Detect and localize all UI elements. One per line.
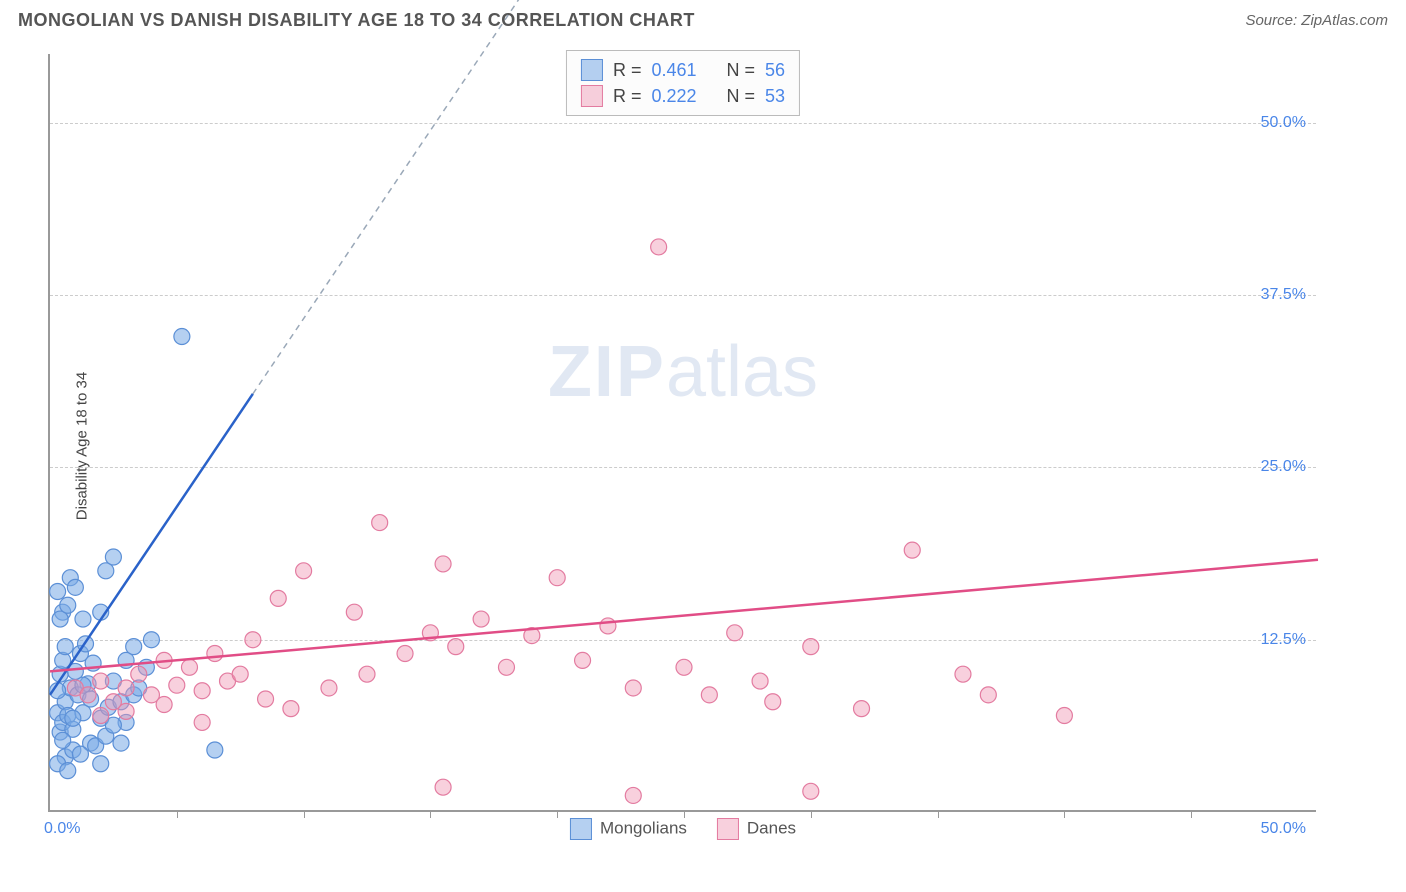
scatter-point bbox=[194, 683, 210, 699]
scatter-point bbox=[65, 710, 81, 726]
scatter-point bbox=[448, 639, 464, 655]
n-label: N = bbox=[727, 60, 756, 81]
scatter-point bbox=[67, 579, 83, 595]
scatter-point bbox=[346, 604, 362, 620]
scatter-point bbox=[575, 652, 591, 668]
n-value: 53 bbox=[765, 86, 785, 107]
series-legend: Mongolians Danes bbox=[570, 818, 796, 840]
scatter-point bbox=[60, 763, 76, 779]
r-value: 0.461 bbox=[651, 60, 696, 81]
scatter-point bbox=[435, 556, 451, 572]
x-tick-minor bbox=[430, 810, 431, 818]
scatter-point bbox=[57, 639, 73, 655]
scatter-point bbox=[473, 611, 489, 627]
r-label: R = bbox=[613, 86, 642, 107]
x-tick-minor bbox=[304, 810, 305, 818]
correlation-legend: R = 0.461 N = 56 R = 0.222 N = 53 bbox=[566, 50, 800, 116]
source-label: Source: ZipAtlas.com bbox=[1245, 12, 1388, 29]
scatter-point bbox=[258, 691, 274, 707]
x-tick-minor bbox=[177, 810, 178, 818]
scatter-point bbox=[1056, 708, 1072, 724]
scatter-point bbox=[93, 708, 109, 724]
r-label: R = bbox=[613, 60, 642, 81]
scatter-point bbox=[727, 625, 743, 641]
scatter-point bbox=[803, 639, 819, 655]
x-tick-minor bbox=[938, 810, 939, 818]
legend-swatch bbox=[570, 818, 592, 840]
scatter-point bbox=[93, 756, 109, 772]
scatter-point bbox=[80, 687, 96, 703]
x-axis-max-label: 50.0% bbox=[1261, 820, 1306, 838]
scatter-point bbox=[118, 703, 134, 719]
scatter-point bbox=[980, 687, 996, 703]
scatter-point bbox=[118, 680, 134, 696]
scatter-point bbox=[93, 673, 109, 689]
x-tick-minor bbox=[1191, 810, 1192, 818]
trend-line bbox=[50, 560, 1318, 672]
chart-title: MONGOLIAN VS DANISH DISABILITY AGE 18 TO… bbox=[18, 10, 695, 31]
scatter-point bbox=[207, 646, 223, 662]
scatter-point bbox=[651, 239, 667, 255]
plot-area: ZIPatlas 12.5%25.0%37.5%50.0% R =0.461N … bbox=[48, 54, 1316, 812]
scatter-point bbox=[435, 779, 451, 795]
scatter-point bbox=[174, 329, 190, 345]
scatter-point bbox=[50, 583, 66, 599]
scatter-point bbox=[803, 783, 819, 799]
scatter-point bbox=[143, 632, 159, 648]
n-value: 56 bbox=[765, 60, 785, 81]
r-value: 0.222 bbox=[651, 86, 696, 107]
scatter-point bbox=[372, 515, 388, 531]
legend-swatch bbox=[581, 59, 603, 81]
scatter-point bbox=[765, 694, 781, 710]
scatter-point bbox=[156, 697, 172, 713]
scatter-point bbox=[131, 666, 147, 682]
scatter-point bbox=[498, 659, 514, 675]
scatter-point bbox=[549, 570, 565, 586]
scatter-point bbox=[359, 666, 375, 682]
x-axis-min-label: 0.0% bbox=[44, 820, 80, 838]
scatter-point bbox=[72, 746, 88, 762]
x-tick-minor bbox=[557, 810, 558, 818]
x-tick-minor bbox=[684, 810, 685, 818]
scatter-svg bbox=[50, 54, 1318, 812]
scatter-point bbox=[181, 659, 197, 675]
scatter-point bbox=[283, 701, 299, 717]
scatter-point bbox=[207, 742, 223, 758]
x-tick-minor bbox=[811, 810, 812, 818]
scatter-point bbox=[625, 787, 641, 803]
scatter-point bbox=[194, 714, 210, 730]
legend-stats-row: R = 0.461 N = 56 bbox=[581, 57, 785, 83]
scatter-point bbox=[676, 659, 692, 675]
scatter-point bbox=[397, 646, 413, 662]
scatter-point bbox=[126, 639, 142, 655]
scatter-point bbox=[232, 666, 248, 682]
series-name: Mongolians bbox=[600, 818, 687, 837]
scatter-point bbox=[955, 666, 971, 682]
x-tick-minor bbox=[1064, 810, 1065, 818]
scatter-point bbox=[245, 632, 261, 648]
scatter-point bbox=[113, 735, 129, 751]
scatter-point bbox=[296, 563, 312, 579]
scatter-point bbox=[701, 687, 717, 703]
scatter-point bbox=[854, 701, 870, 717]
legend-swatch bbox=[717, 818, 739, 840]
scatter-point bbox=[625, 680, 641, 696]
series-legend-item: Mongolians bbox=[570, 818, 687, 840]
legend-stats-row: R = 0.222 N = 53 bbox=[581, 83, 785, 109]
series-legend-item: Danes bbox=[717, 818, 796, 840]
n-label: N = bbox=[727, 86, 756, 107]
series-name: Danes bbox=[747, 818, 796, 837]
scatter-point bbox=[169, 677, 185, 693]
scatter-point bbox=[904, 542, 920, 558]
scatter-point bbox=[321, 680, 337, 696]
scatter-point bbox=[75, 611, 91, 627]
scatter-point bbox=[270, 590, 286, 606]
scatter-point bbox=[600, 618, 616, 634]
legend-swatch bbox=[581, 85, 603, 107]
scatter-point bbox=[105, 549, 121, 565]
scatter-point bbox=[752, 673, 768, 689]
scatter-point bbox=[60, 597, 76, 613]
scatter-point bbox=[55, 732, 71, 748]
